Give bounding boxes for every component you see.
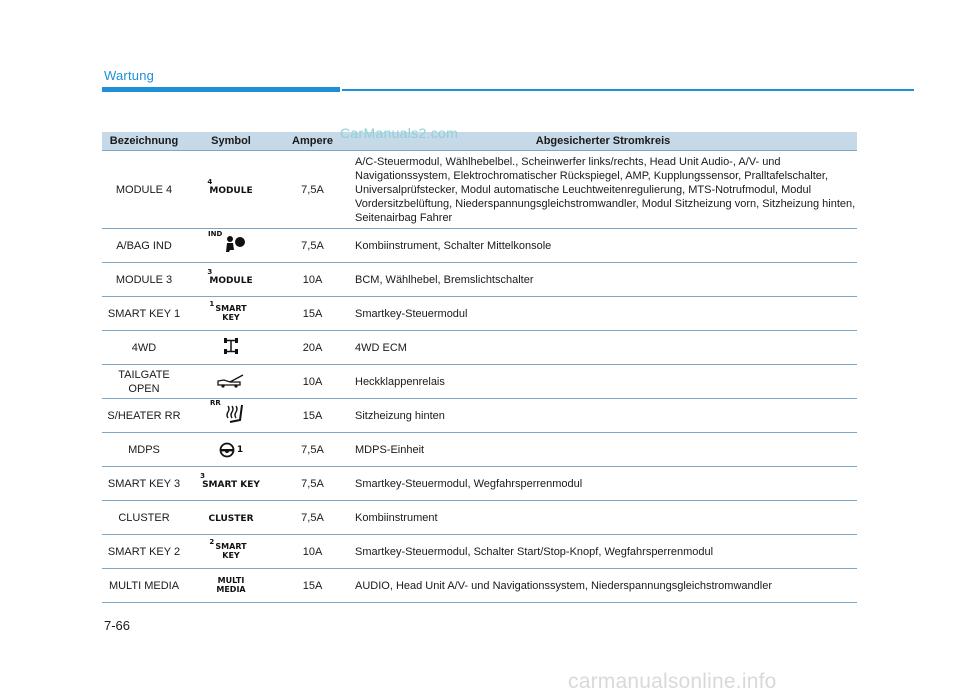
fuse-name: MODULE 4: [102, 150, 186, 229]
watermark-text: CarManuals2.com: [340, 125, 459, 141]
site-watermark: carmanualsonline.info: [568, 670, 777, 693]
table-row: SMART KEY 2 2 SMART KEY 10A Smartkey-Steu…: [102, 534, 857, 569]
fuse-name: TAILGATE OPEN: [102, 364, 186, 399]
table-row: A/BAG IND IND 7,5A Kombiinstrument, Scha…: [102, 228, 857, 263]
fuse-ampere: 10A: [276, 534, 349, 569]
fuse-circuit: Kombiinstrument: [349, 500, 857, 535]
section-title: Wartung: [104, 68, 155, 83]
four-wheel-drive-icon: [223, 337, 239, 355]
fuse-name: MULTI MEDIA: [102, 568, 186, 603]
table-row: S/HEATER RR RR 15A Sitzheizung hinten: [102, 398, 857, 433]
table-row: MDPS 1 7,5A MDPS-Einheit: [102, 432, 857, 467]
fuse-circuit: BCM, Wählhebel, Bremslichtschalter: [349, 262, 857, 297]
seat-heater-icon: RR: [210, 399, 246, 424]
column-header-circuit: Abgesicherter Stromkreis: [349, 132, 857, 151]
fuse-name: SMART KEY 3: [102, 466, 186, 501]
tailgate-open-icon: [216, 372, 246, 388]
table-row: TAILGATE OPEN 10A Heckklappenrelais: [102, 364, 857, 399]
fuse-circuit: MDPS-Einheit: [349, 432, 857, 467]
module-3-icon: 3 MODULE: [207, 267, 253, 286]
table-row: MULTI MEDIA MULTI MEDIA 15A AUDIO, Head U…: [102, 568, 857, 603]
table-row: MODULE 3 3 MODULE 10A BCM, Wählhebel, Bre…: [102, 262, 857, 297]
page-number: 7-66: [104, 618, 131, 633]
fuse-circuit: Smartkey-Steuermodul, Schalter Start/Sto…: [349, 534, 857, 569]
fuse-circuit: Smartkey-Steuermodul, Wegfahrsperrenmodu…: [349, 466, 857, 501]
fuse-name: S/HEATER RR: [102, 398, 186, 433]
fuse-name: SMART KEY 1: [102, 296, 186, 331]
fuse-name: MODULE 3: [102, 262, 186, 297]
fuse-ampere: 7,5A: [276, 432, 349, 467]
fuse-ampere: 20A: [276, 330, 349, 365]
fuse-name: A/BAG IND: [102, 228, 186, 263]
fuse-ampere: 7,5A: [276, 500, 349, 535]
table-row: 4WD 20A 4WD ECM: [102, 330, 857, 365]
fuse-ampere: 7,5A: [276, 150, 349, 229]
table-row: CLUSTER CLUSTER 7,5A Kombiinstrument: [102, 500, 857, 535]
smart-key-1-icon: 1 SMART KEY: [209, 300, 247, 322]
smart-key-2-icon: 2 SMART KEY: [209, 538, 247, 560]
table-row: SMART KEY 3 3 SMART KEY 7,5A Smartkey-Ste…: [102, 466, 857, 501]
fuse-ampere: 15A: [276, 568, 349, 603]
fuse-circuit: Smartkey-Steuermodul: [349, 296, 857, 331]
fuse-table: Bezeichnung Symbol Ampere Abgesicherter …: [102, 132, 857, 603]
smart-key-3-icon: 3 SMART KEY: [200, 471, 260, 490]
fuse-circuit: Sitzheizung hinten: [349, 398, 857, 433]
fuse-name: SMART KEY 2: [102, 534, 186, 569]
fuse-ampere: 15A: [276, 296, 349, 331]
column-header-ampere: Ampere: [276, 132, 349, 151]
fuse-ampere: 10A: [276, 262, 349, 297]
fuse-name: CLUSTER: [102, 500, 186, 535]
fuse-ampere: 7,5A: [276, 228, 349, 263]
fuse-ampere: 10A: [276, 364, 349, 399]
column-header-symbol: Symbol: [186, 132, 276, 151]
table-row: MODULE 4 4 MODULE 7,5A A/C-Steuermodul, W…: [102, 150, 857, 229]
section-rule-thick: [102, 87, 340, 92]
table-row: SMART KEY 1 1 SMART KEY 15A Smartkey-Steu…: [102, 296, 857, 331]
fuse-ampere: 7,5A: [276, 466, 349, 501]
fuse-circuit: 4WD ECM: [349, 330, 857, 365]
fuse-circuit: AUDIO, Head Unit A/V- und Navigationssys…: [349, 568, 857, 603]
module-4-icon: 4 MODULE: [207, 177, 253, 196]
steering-wheel-icon: 1: [219, 442, 243, 458]
fuse-circuit: A/C-Steuermodul, Wählhebelbel., Scheinwe…: [349, 150, 857, 229]
fuse-circuit: Heckklappenrelais: [349, 364, 857, 399]
column-header-name: Bezeichnung: [102, 132, 186, 151]
fuse-ampere: 15A: [276, 398, 349, 433]
fuse-circuit: Kombiinstrument, Schalter Mittelkonsole: [349, 228, 857, 263]
section-rule-thin: [342, 89, 914, 91]
table-header-row: Bezeichnung Symbol Ampere Abgesicherter …: [102, 132, 857, 151]
fuse-name: 4WD: [102, 330, 186, 365]
multimedia-icon: MULTI MEDIA: [216, 576, 246, 594]
fuse-name: MDPS: [102, 432, 186, 467]
cluster-icon: CLUSTER: [208, 513, 254, 524]
airbag-indicator-icon: IND: [208, 230, 246, 253]
